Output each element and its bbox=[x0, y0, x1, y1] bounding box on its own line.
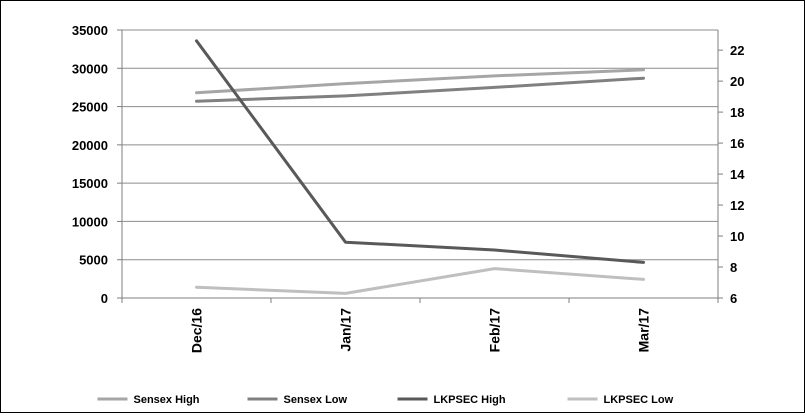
series-line-lkpsec-low bbox=[195, 267, 645, 295]
right-tick-label: 16 bbox=[730, 136, 744, 151]
legend-item: LKPSEC High bbox=[397, 394, 506, 406]
right-axis-ticks: 6 8 10 12 14 16 18 20 22 bbox=[718, 43, 745, 306]
x-tick-label: Feb/17 bbox=[487, 308, 503, 353]
left-tick-label: 20000 bbox=[72, 138, 108, 153]
series-line-sensex-high bbox=[195, 68, 645, 95]
right-tick-label: 22 bbox=[730, 43, 744, 58]
right-tick-label: 8 bbox=[730, 260, 737, 275]
right-tick-label: 20 bbox=[730, 74, 744, 89]
left-tick-label: 0 bbox=[101, 291, 108, 306]
legend-label: LKPSEC Low bbox=[604, 394, 674, 406]
x-axis-ticks: Dec/16 Jan/17 Feb/17 Mar/17 bbox=[121, 298, 719, 353]
legend-item: Sensex Low bbox=[247, 394, 348, 406]
left-tick-label: 25000 bbox=[72, 100, 108, 115]
left-tick-label: 30000 bbox=[72, 61, 108, 76]
legend-item: Sensex High bbox=[97, 394, 200, 406]
legend-label: Sensex High bbox=[134, 394, 200, 406]
series-line-sensex-low bbox=[195, 76, 645, 103]
left-tick-label: 5000 bbox=[79, 253, 108, 268]
legend-label: Sensex Low bbox=[284, 394, 348, 406]
right-tick-label: 10 bbox=[730, 229, 744, 244]
series-lines bbox=[195, 39, 645, 295]
left-tick-label: 10000 bbox=[72, 214, 108, 229]
series-line-lkpsec-high bbox=[195, 39, 645, 264]
x-tick-label: Mar/17 bbox=[636, 308, 652, 353]
gridlines bbox=[122, 29, 718, 261]
legend-label: LKPSEC High bbox=[434, 394, 506, 406]
left-axis-ticks: 0 5000 10000 15000 20000 25000 30000 35000 bbox=[72, 23, 122, 306]
legend-item: LKPSEC Low bbox=[567, 394, 674, 406]
x-tick-label: Dec/16 bbox=[189, 308, 205, 353]
right-tick-label: 12 bbox=[730, 198, 744, 213]
left-tick-label: 35000 bbox=[72, 23, 108, 38]
left-tick-label: 15000 bbox=[72, 176, 108, 191]
right-tick-label: 6 bbox=[730, 291, 737, 306]
legend: Sensex High Sensex Low LKPSEC High LKPSEC L… bbox=[97, 394, 674, 406]
right-tick-label: 18 bbox=[730, 105, 744, 120]
x-tick-label: Jan/17 bbox=[338, 308, 354, 352]
right-tick-label: 14 bbox=[730, 167, 745, 182]
